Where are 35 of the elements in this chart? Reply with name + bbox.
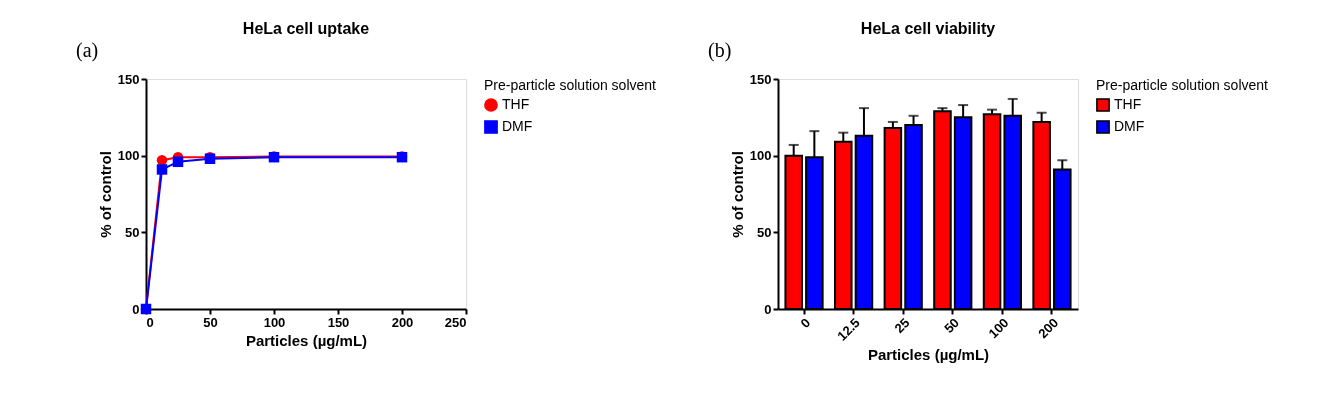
legend-label: DMF xyxy=(1114,118,1145,134)
y-axis-title: % of control xyxy=(96,151,114,238)
x-tick-label: 0 xyxy=(146,314,154,330)
y-tick-label: 150 xyxy=(749,71,772,87)
x-tick-label: 150 xyxy=(327,314,350,330)
chart-title: HeLa cell viability xyxy=(860,20,996,37)
y-tick-label: 50 xyxy=(125,224,140,240)
x-axis-title: Particles (µg/mL) xyxy=(867,345,990,363)
y-tick-label: 150 xyxy=(117,71,140,87)
legend-title: Pre-particle solution solvent xyxy=(1096,77,1269,93)
x-tick-label: 200 xyxy=(1035,315,1062,342)
y-tick-label: 0 xyxy=(132,301,140,317)
legend-label: DMF xyxy=(502,118,533,134)
y-tick-label: 100 xyxy=(117,148,140,164)
x-tick-label: 50 xyxy=(941,315,962,336)
y-tick-label: 0 xyxy=(764,301,772,317)
y-axis-title: % of control xyxy=(728,151,746,238)
y-tick-label: 50 xyxy=(757,224,772,240)
x-tick-label: 250 xyxy=(444,314,467,330)
x-tick-label: 100 xyxy=(263,314,286,330)
x-tick-label: 100 xyxy=(985,315,1012,342)
x-tick-label: 25 xyxy=(891,315,913,336)
x-tick-label: 0 xyxy=(797,315,814,331)
x-tick-label: 50 xyxy=(203,314,218,330)
text: (b) xyxy=(708,39,732,62)
point xyxy=(172,156,184,168)
x-axis-title: Particles (µg/mL) xyxy=(245,331,368,349)
x-tick-label: 200 xyxy=(391,314,414,330)
legend-title: Pre-particle solution solvent xyxy=(484,77,657,93)
legend-label: THF xyxy=(502,96,530,112)
chart-title: HeLa cell uptake xyxy=(242,20,370,37)
point xyxy=(156,164,168,175)
y-tick-label: 100 xyxy=(749,148,772,164)
legend-label: THF xyxy=(1114,96,1142,112)
text: (a) xyxy=(76,39,99,62)
